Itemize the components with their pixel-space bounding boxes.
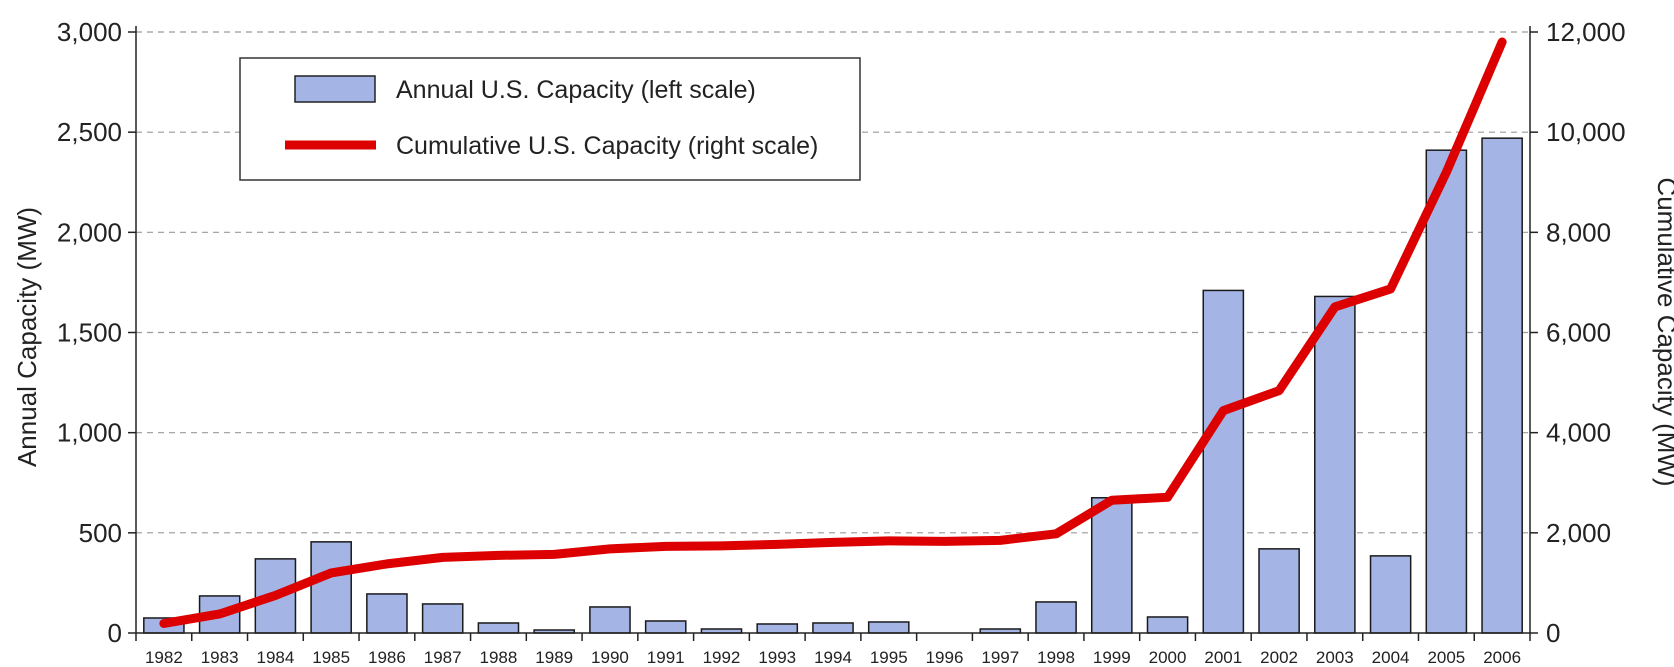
x-tick-label: 1990: [591, 648, 629, 667]
right-tick-label: 0: [1546, 618, 1560, 648]
x-tick-label: 1999: [1093, 648, 1131, 667]
bar: [812, 622, 854, 634]
right-tick-label: 2,000: [1546, 518, 1611, 548]
x-tick-label: 1992: [703, 648, 741, 667]
bar-series: [143, 137, 1523, 634]
left-tick-label: 500: [79, 518, 122, 548]
right-tick-label: 8,000: [1546, 217, 1611, 247]
left-axis-title: Annual Capacity (MW): [12, 207, 42, 467]
x-tick-label: 1983: [201, 648, 239, 667]
x-tick-label: 1985: [312, 648, 350, 667]
left-tick-label: 2,000: [57, 217, 122, 247]
bar: [310, 541, 352, 634]
x-tick-label: 2006: [1483, 648, 1521, 667]
x-tick-label: 1994: [814, 648, 852, 667]
x-tick-label: 2000: [1149, 648, 1187, 667]
left-tick-label: 2,500: [57, 117, 122, 147]
x-tick-label: 1993: [758, 648, 796, 667]
right-axis-title: Cumulative Capacity (MW): [1652, 177, 1674, 486]
x-tick-label: 1997: [981, 648, 1019, 667]
left-axis-ticks: 0 500 1,000 1,500 2,000 2,500 3,000: [57, 17, 136, 648]
bar: [1425, 149, 1468, 634]
x-tick-label: 1989: [535, 648, 573, 667]
left-tick-label: 3,000: [57, 17, 122, 47]
x-tick-label: 1996: [926, 648, 964, 667]
bar: [477, 622, 520, 634]
x-tick-label: 1986: [368, 648, 406, 667]
bar: [366, 593, 408, 634]
x-tick-label: 2004: [1372, 648, 1410, 667]
legend-label-cumulative: Cumulative U.S. Capacity (right scale): [396, 132, 818, 160]
x-tick-label: 1987: [424, 648, 462, 667]
bar: [1202, 289, 1245, 634]
x-tick-label: 1984: [256, 648, 294, 667]
x-tick-label: 2005: [1427, 648, 1465, 667]
bar: [1258, 548, 1300, 634]
bar: [1146, 616, 1189, 634]
cumulative-line: [159, 37, 1507, 628]
axes: [135, 26, 1531, 634]
bar: [867, 621, 910, 634]
x-tick-label: 2003: [1316, 648, 1354, 667]
left-tick-label: 1,000: [57, 418, 122, 448]
x-tick-label: 1991: [647, 648, 685, 667]
right-tick-label: 12,000: [1546, 17, 1626, 47]
right-tick-label: 4,000: [1546, 418, 1611, 448]
bar: [1481, 137, 1523, 634]
x-tick-label: 2002: [1260, 648, 1298, 667]
legend-label-annual: Annual U.S. Capacity (left scale): [396, 76, 756, 104]
x-tick-label: 1988: [480, 648, 518, 667]
right-tick-label: 6,000: [1546, 318, 1611, 348]
x-tick-label: 1995: [870, 648, 908, 667]
x-tick-label: 2001: [1204, 648, 1242, 667]
legend-swatch-bar: [294, 75, 376, 103]
line-series: [159, 37, 1507, 628]
x-axis-ticks: 1982 1983 1984 1985 1986 1987 1988 1989 1990 1991…: [135, 633, 1531, 667]
bar: [1090, 497, 1133, 634]
bar: [421, 603, 464, 634]
left-tick-label: 1,500: [57, 318, 122, 348]
bar: [644, 620, 687, 634]
left-tick-label: 0: [108, 618, 122, 648]
right-tick-label: 10,000: [1546, 117, 1626, 147]
x-tick-label: 1998: [1037, 648, 1075, 667]
bar: [589, 606, 631, 634]
bar: [756, 623, 799, 634]
right-axis-ticks: 0 2,000 4,000 6,000 8,000 10,000 12,000: [1530, 17, 1626, 648]
bar: [1314, 295, 1356, 634]
x-tick-label: 1982: [145, 648, 183, 667]
bar: [1369, 555, 1412, 634]
bar: [1035, 601, 1077, 634]
legend: Annual U.S. Capacity (left scale) Cumula…: [239, 57, 861, 181]
